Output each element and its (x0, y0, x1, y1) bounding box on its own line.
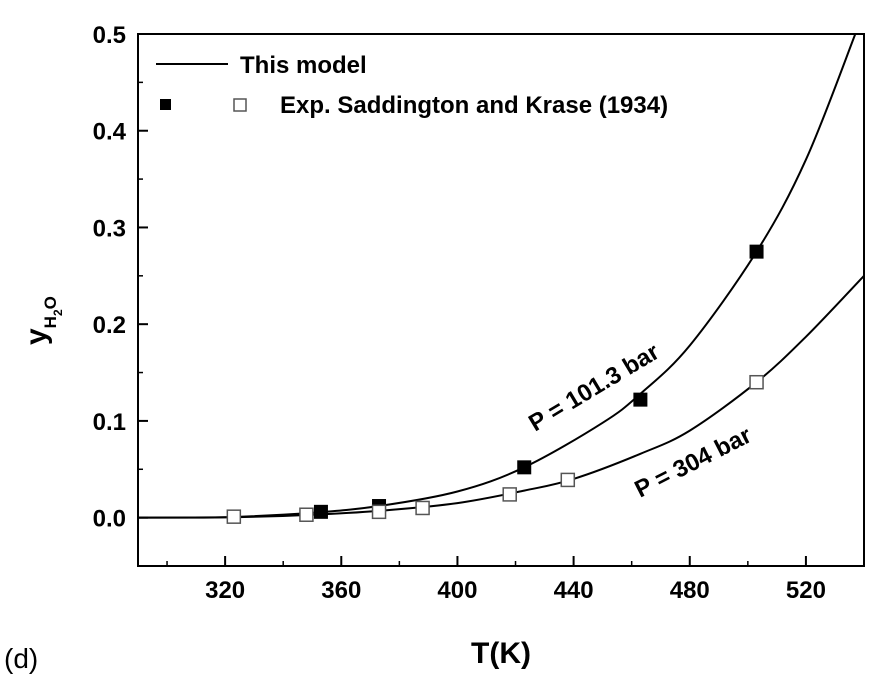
data-point-open-4 (502, 487, 517, 502)
y-tick-label-0: 0.0 (93, 506, 126, 533)
y-axis-label-sub-2: 2 (51, 309, 65, 316)
x-tick-label-520: 520 (786, 577, 826, 604)
legend-open-square-marker (233, 98, 247, 112)
data-point-filled-0 (313, 504, 328, 519)
curve-label-304: P = 304 bar (630, 422, 755, 504)
x-axis-label: T(K) (471, 637, 531, 670)
x-tick-label-440: 440 (554, 577, 594, 604)
data-point-open-2 (371, 504, 387, 520)
y-axis-label-base: y (20, 328, 53, 345)
model-curve-1 (137, 275, 865, 519)
legend: This model Exp. Saddington and Krase (19… (156, 52, 668, 119)
data-point-open-1 (299, 507, 314, 522)
data-point-filled-2 (517, 460, 532, 475)
curve-label-101: P = 101.3 bar (524, 338, 664, 437)
y-tick-label-4: 0.4 (93, 119, 127, 146)
y-axis-label-sub-h: H (41, 316, 60, 328)
x-tick-label-360: 360 (321, 577, 361, 604)
legend-filled-square-marker (160, 99, 171, 110)
data-point-open-0 (226, 509, 242, 524)
y-tick-label-3: 0.3 (93, 215, 126, 242)
legend-model-label: This model (240, 52, 367, 79)
y-axis-ticks: 0.0 0.1 0.2 0.3 0.4 0.5 (93, 22, 148, 567)
data-point-open-6 (749, 374, 764, 390)
legend-exp-label: Exp. Saddington and Krase (1934) (280, 92, 668, 119)
x-axis-ticks: 320 360 400 440 480 520 (166, 556, 865, 604)
panel-label: (d) (4, 643, 38, 674)
data-point-filled-4 (749, 244, 764, 259)
y-tick-label-1: 0.1 (93, 409, 126, 436)
data-point-filled-3 (633, 392, 648, 407)
experimental-points (226, 244, 764, 524)
y-tick-label-5: 0.5 (93, 22, 126, 49)
x-tick-label-400: 400 (437, 577, 477, 604)
y-tick-label-2: 0.2 (93, 312, 126, 339)
svg-text:yH2O: yH2O (20, 296, 65, 345)
y-axis-label-sub-o: O (41, 296, 60, 309)
plot-frame (137, 33, 865, 567)
data-point-open-5 (560, 472, 576, 488)
x-tick-label-480: 480 (670, 577, 710, 604)
y-axis-label: yH2O (20, 296, 65, 345)
data-point-open-3 (415, 500, 430, 516)
x-tick-label-320: 320 (205, 577, 245, 604)
